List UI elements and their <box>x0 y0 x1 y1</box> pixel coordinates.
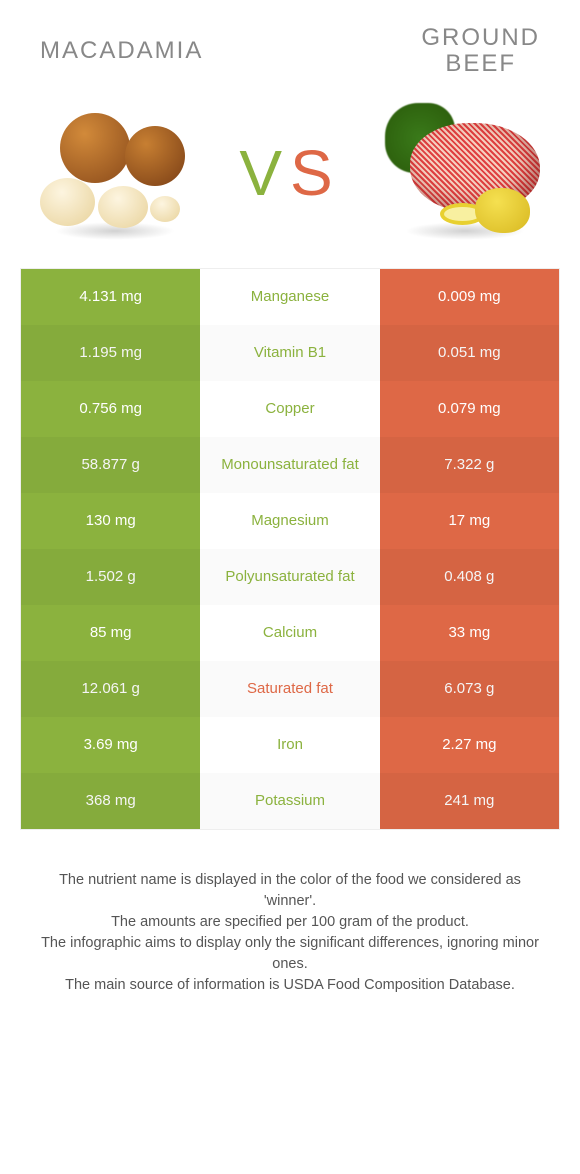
table-row: 1.502 gPolyunsaturated fat0.408 g <box>21 549 559 605</box>
table-row: 1.195 mgVitamin B10.051 mg <box>21 325 559 381</box>
nutrient-name: Manganese <box>200 269 379 325</box>
footer-line: The main source of information is USDA F… <box>40 975 540 996</box>
value-right: 2.27 mg <box>380 717 559 773</box>
nutrient-name: Magnesium <box>200 493 379 549</box>
value-right: 241 mg <box>380 773 559 829</box>
nutrient-name: Calcium <box>200 605 379 661</box>
value-left: 1.502 g <box>21 549 200 605</box>
vs-v: V <box>239 137 290 209</box>
table-row: 368 mgPotassium241 mg <box>21 773 559 829</box>
value-left: 1.195 mg <box>21 325 200 381</box>
value-left: 4.131 mg <box>21 269 200 325</box>
vs-label: VS <box>239 136 340 210</box>
table-row: 3.69 mgIron2.27 mg <box>21 717 559 773</box>
food-title-left: Macadamia <box>40 37 203 65</box>
value-left: 85 mg <box>21 605 200 661</box>
header: Macadamia Groundbeef <box>0 0 580 88</box>
value-right: 0.009 mg <box>380 269 559 325</box>
value-right: 0.051 mg <box>380 325 559 381</box>
image-row: VS <box>0 88 580 268</box>
table-row: 4.131 mgManganese0.009 mg <box>21 269 559 325</box>
nutrient-name: Potassium <box>200 773 379 829</box>
value-left: 12.061 g <box>21 661 200 717</box>
nutrient-name: Iron <box>200 717 379 773</box>
nutrient-table: 4.131 mgManganese0.009 mg1.195 mgVitamin… <box>20 268 560 830</box>
table-row: 0.756 mgCopper0.079 mg <box>21 381 559 437</box>
value-right: 0.408 g <box>380 549 559 605</box>
value-left: 3.69 mg <box>21 717 200 773</box>
value-left: 368 mg <box>21 773 200 829</box>
value-right: 0.079 mg <box>380 381 559 437</box>
macadamia-image <box>30 98 200 248</box>
food-title-right: Groundbeef <box>421 25 540 78</box>
value-right: 33 mg <box>380 605 559 661</box>
table-row: 130 mgMagnesium17 mg <box>21 493 559 549</box>
footer-line: The infographic aims to display only the… <box>40 933 540 975</box>
value-right: 6.073 g <box>380 661 559 717</box>
value-left: 58.877 g <box>21 437 200 493</box>
footer-line: The nutrient name is displayed in the co… <box>40 870 540 912</box>
table-row: 85 mgCalcium33 mg <box>21 605 559 661</box>
table-row: 58.877 gMonounsaturated fat7.322 g <box>21 437 559 493</box>
table-row: 12.061 gSaturated fat6.073 g <box>21 661 559 717</box>
footer-line: The amounts are specified per 100 gram o… <box>40 912 540 933</box>
ground-beef-image <box>380 98 550 248</box>
vs-s: S <box>290 137 341 209</box>
nutrient-name: Copper <box>200 381 379 437</box>
value-left: 130 mg <box>21 493 200 549</box>
value-right: 17 mg <box>380 493 559 549</box>
nutrient-name: Vitamin B1 <box>200 325 379 381</box>
nutrient-name: Saturated fat <box>200 661 379 717</box>
value-right: 7.322 g <box>380 437 559 493</box>
footer-notes: The nutrient name is displayed in the co… <box>0 860 580 1006</box>
nutrient-name: Monounsaturated fat <box>200 437 379 493</box>
nutrient-name: Polyunsaturated fat <box>200 549 379 605</box>
value-left: 0.756 mg <box>21 381 200 437</box>
